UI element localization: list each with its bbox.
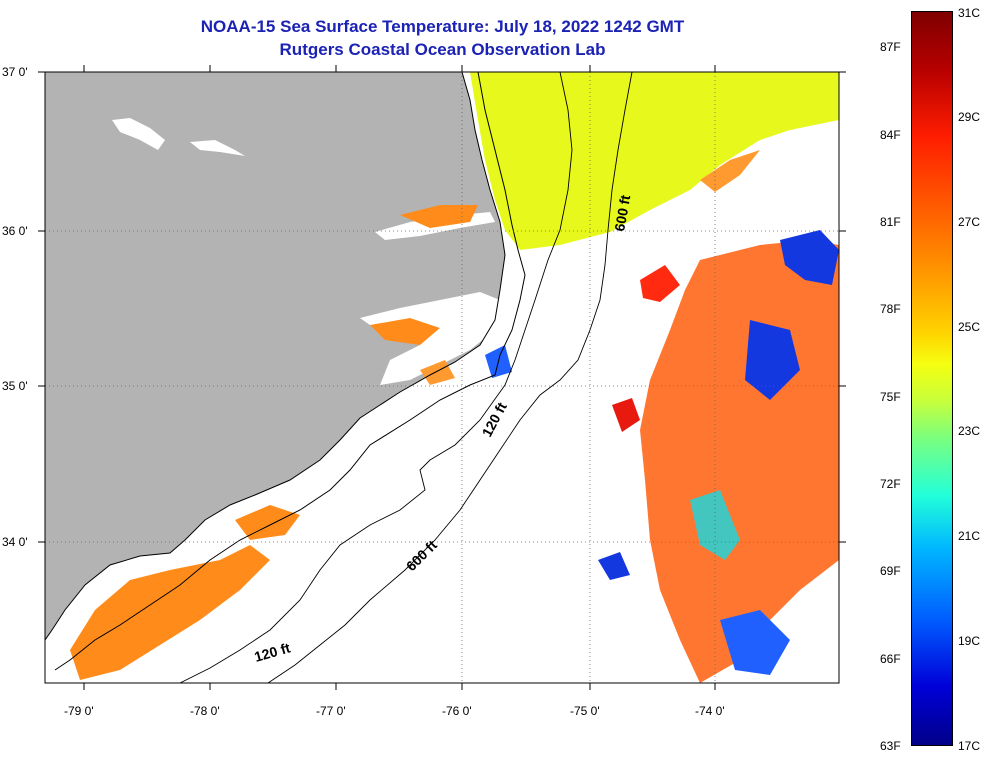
cold-patch-3: [720, 610, 790, 675]
inland-river: [190, 140, 245, 156]
lat-label-34: 34 0': [2, 535, 28, 549]
shelf-warm-mid: [235, 505, 300, 540]
shelf-warm-pamlico: [370, 318, 440, 345]
lon-label-75: -75 0': [570, 704, 600, 718]
coastline: [45, 72, 506, 641]
colorbar-f-78: 78F: [880, 302, 901, 316]
contour-label-600ft-north: 600 ft: [611, 193, 633, 232]
barrier-islands: [54, 72, 526, 671]
contour-120ft: [179, 72, 573, 683]
lon-label-76: -76 0': [442, 704, 472, 718]
map-frame: [44, 71, 840, 684]
lat-label-36: 36 0': [2, 224, 28, 238]
frame-ticks: [38, 65, 846, 690]
shelf-warm-north: [400, 205, 478, 228]
colorbar-f-72: 72F: [880, 477, 901, 491]
contour-600ft: [267, 72, 633, 683]
map-subtitle: Rutgers Coastal Ocean Observation Lab: [279, 40, 606, 59]
lon-label-74: -74 0': [695, 704, 725, 718]
warm-eddy: [640, 265, 680, 302]
map-title: NOAA-15 Sea Surface Temperature: July 18…: [200, 17, 685, 36]
cold-patch-2: [745, 320, 800, 400]
colorbar-c-25: 25C: [958, 320, 981, 334]
colorbar-f-66: 66F: [880, 652, 901, 666]
pamlico-sound: [360, 292, 500, 385]
cold-spot-shelf: [598, 552, 630, 580]
slope-water-region: [470, 72, 839, 250]
lon-label-77: -77 0': [316, 704, 346, 718]
colorbar-f-81: 81F: [880, 215, 901, 229]
colorbar-c-23: 23C: [958, 424, 981, 438]
warm-streak: [700, 150, 760, 192]
colorbar-f-84: 84F: [880, 128, 901, 142]
colorbar-c-21: 21C: [958, 529, 981, 543]
warm-spot: [612, 398, 640, 432]
colorbar-c-17: 17C: [958, 739, 981, 753]
cold-patch-1: [780, 230, 839, 285]
colorbar-c-31: 31C: [958, 6, 981, 20]
colorbar-f-63: 63F: [880, 739, 901, 753]
grid-lines: [45, 72, 839, 683]
colorbar-f-87: 87F: [880, 40, 901, 54]
shelf-warm-south: [70, 545, 270, 680]
lat-label-35: 35 0': [2, 379, 28, 393]
colorbar-c-27: 27C: [958, 215, 981, 229]
colorbar-f-75: 75F: [880, 390, 901, 404]
lon-label-78: -78 0': [190, 704, 220, 718]
lat-label-37: 37 0': [2, 65, 28, 79]
colorbar-c-29: 29C: [958, 110, 981, 124]
colorbar-f-69: 69F: [880, 564, 901, 578]
lon-label-79: -79 0': [64, 704, 94, 718]
inland-lake: [112, 118, 165, 150]
temperature-colorbar: [911, 11, 953, 746]
land-mass: [45, 72, 505, 640]
colorbar-c-19: 19C: [958, 634, 981, 648]
